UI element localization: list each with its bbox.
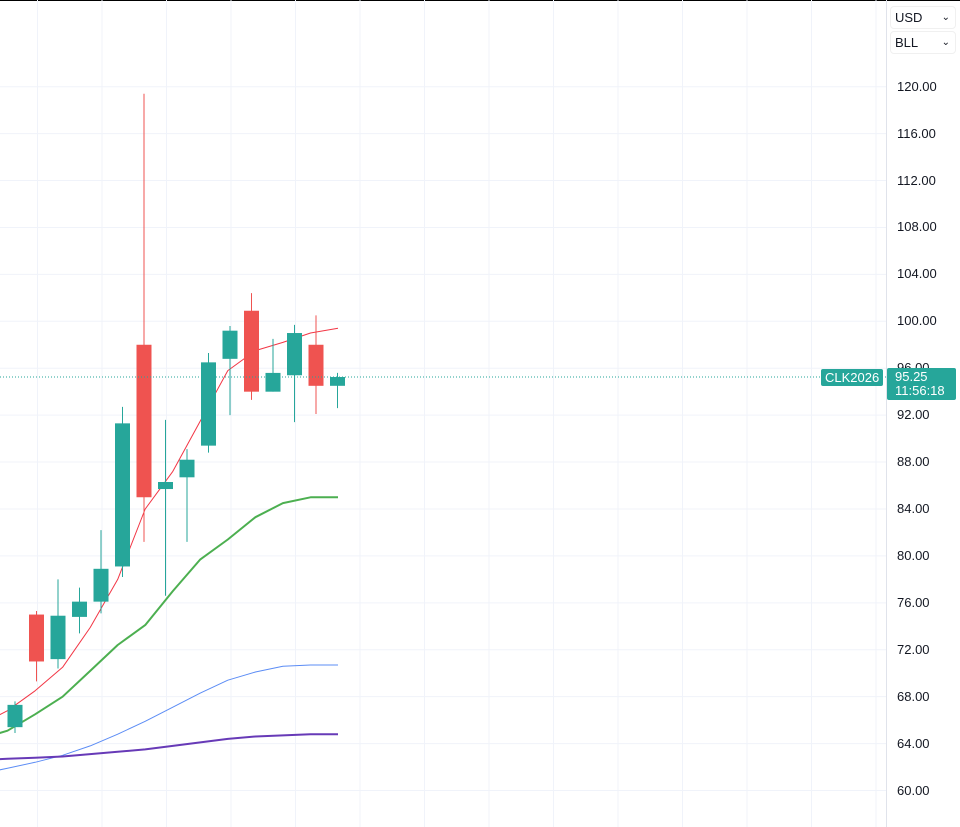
candle bbox=[50, 579, 66, 669]
price-tick-label: 84.00 bbox=[897, 500, 930, 516]
top-border bbox=[0, 0, 960, 1]
candle-body bbox=[50, 615, 66, 660]
candle-body bbox=[93, 568, 109, 602]
grid-lines bbox=[0, 0, 886, 827]
candle bbox=[265, 338, 281, 392]
unit-selector[interactable]: BLL ⌄ bbox=[890, 31, 956, 54]
candle bbox=[308, 315, 324, 414]
candle-body bbox=[287, 333, 302, 376]
price-tick-label: 120.00 bbox=[897, 78, 937, 94]
candle-body bbox=[115, 423, 130, 567]
moving-averages bbox=[0, 327, 339, 771]
candle-body bbox=[330, 377, 345, 386]
price-tick-label: 108.00 bbox=[897, 219, 937, 235]
candle-body bbox=[158, 482, 173, 490]
price-tick-label: 104.00 bbox=[897, 266, 937, 282]
bar-countdown: 11:56:18 bbox=[895, 383, 945, 398]
candle-body bbox=[29, 614, 44, 662]
candles bbox=[7, 93, 345, 734]
candle-body bbox=[265, 372, 281, 392]
currency-selector[interactable]: USD ⌄ bbox=[890, 6, 956, 29]
candle-body bbox=[72, 601, 87, 617]
price-tick-label: 64.00 bbox=[897, 735, 930, 751]
candle-body bbox=[179, 459, 195, 478]
price-tick-label: 112.00 bbox=[897, 172, 936, 188]
ma-line bbox=[0, 496, 338, 734]
candle bbox=[72, 587, 87, 634]
price-tick-label: 116.00 bbox=[897, 125, 936, 141]
price-tick-label: 100.00 bbox=[897, 313, 937, 329]
candle bbox=[179, 449, 195, 542]
candle bbox=[93, 530, 109, 614]
price-tick-label: 72.00 bbox=[897, 641, 930, 657]
ma-line bbox=[0, 327, 339, 716]
price-tick-label: 80.00 bbox=[897, 547, 930, 563]
symbol-label: CLK2026 bbox=[821, 369, 884, 386]
candle-body bbox=[7, 704, 23, 728]
ma-line bbox=[0, 664, 338, 771]
price-tick-label: 76.00 bbox=[897, 594, 930, 610]
candle bbox=[115, 406, 130, 578]
price-tick-label: 88.00 bbox=[897, 454, 930, 470]
candle bbox=[330, 372, 345, 409]
last-price-tag: 95.25 11:56:18 bbox=[887, 368, 956, 400]
candle bbox=[222, 325, 238, 416]
price-tick-label: 92.00 bbox=[897, 407, 930, 423]
chevron-down-icon: ⌄ bbox=[941, 12, 950, 23]
candle bbox=[201, 352, 216, 453]
unit-value: BLL bbox=[895, 35, 919, 50]
price-tick-label: 68.00 bbox=[897, 688, 930, 704]
candle-body bbox=[136, 344, 152, 498]
candle-body bbox=[308, 344, 324, 386]
candle-body bbox=[201, 362, 216, 446]
ma-line bbox=[0, 733, 338, 761]
candlestick-chart[interactable] bbox=[0, 0, 886, 827]
candle-body bbox=[244, 310, 259, 392]
candle bbox=[136, 93, 152, 542]
last-price-value: 95.25 bbox=[895, 369, 928, 384]
candle bbox=[244, 293, 259, 400]
chevron-down-icon: ⌄ bbox=[941, 37, 950, 48]
candle bbox=[29, 611, 44, 682]
price-axis-divider bbox=[886, 0, 887, 827]
candle-body bbox=[222, 330, 238, 359]
price-tick-label: 60.00 bbox=[897, 782, 930, 798]
candle bbox=[287, 324, 302, 423]
candle bbox=[7, 701, 23, 734]
candle bbox=[158, 419, 173, 596]
currency-value: USD bbox=[895, 10, 923, 25]
